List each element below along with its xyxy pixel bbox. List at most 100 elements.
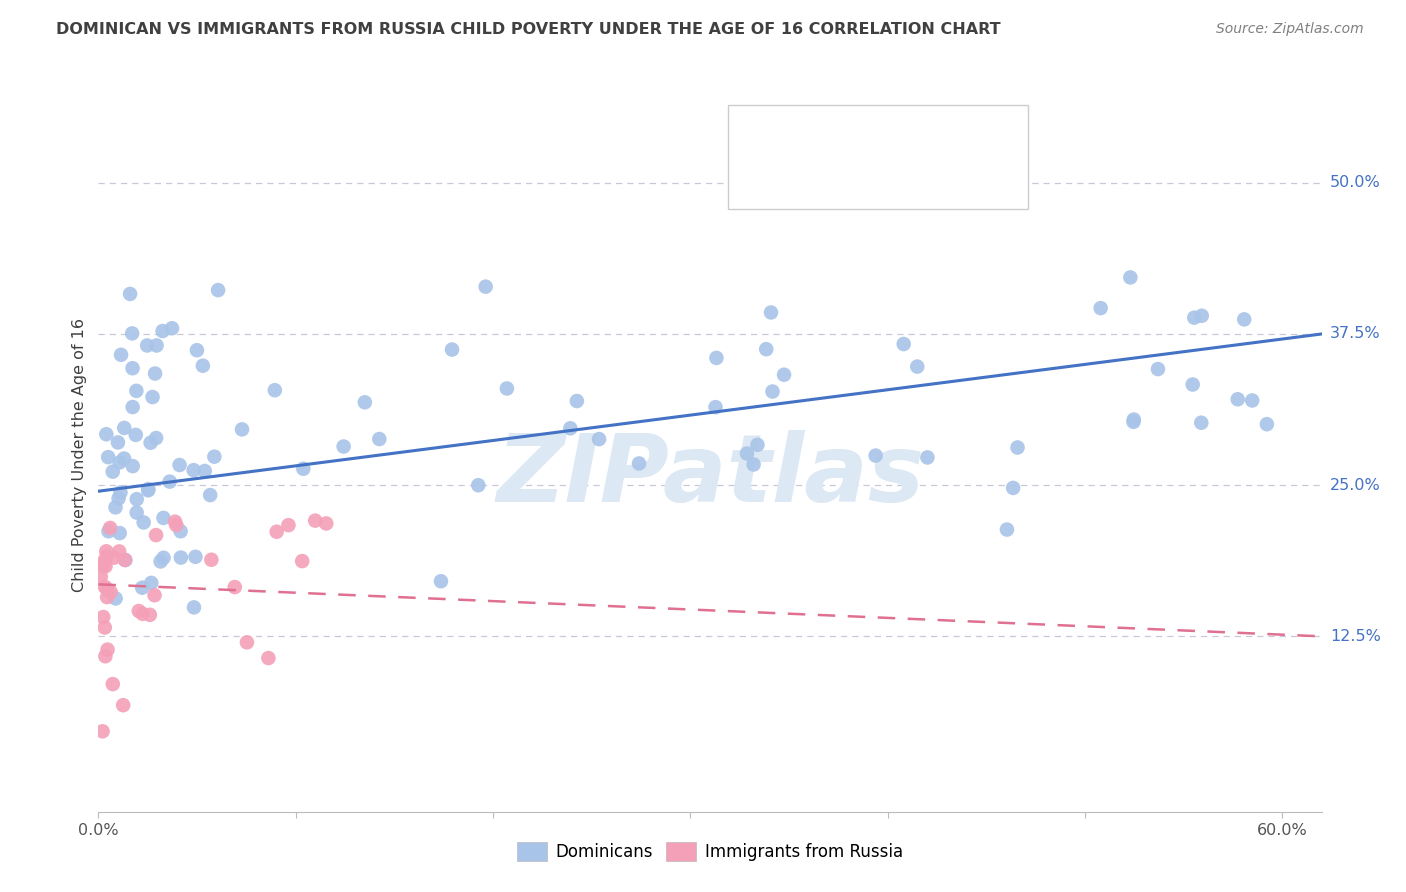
Point: [1189, 416, 1212, 430]
Point: [107, 435, 129, 450]
Point: [108, 455, 131, 469]
Point: [108, 526, 131, 541]
Point: [145, 431, 167, 445]
Point: [747, 438, 769, 452]
Point: [94, 620, 117, 634]
Point: [236, 635, 259, 649]
Point: [257, 651, 280, 665]
Point: [169, 524, 191, 539]
Point: [1256, 417, 1278, 432]
Point: [627, 457, 650, 471]
Point: [97, 524, 120, 539]
Point: [761, 384, 783, 399]
Point: [145, 338, 167, 352]
Point: [474, 279, 496, 293]
Point: [132, 516, 155, 530]
Point: [1233, 312, 1256, 326]
Text: 12.5%: 12.5%: [1330, 629, 1381, 644]
Point: [125, 384, 148, 398]
Point: [165, 518, 187, 533]
Point: [101, 677, 124, 691]
Point: [1191, 309, 1213, 323]
Point: [263, 383, 285, 397]
Point: [304, 514, 326, 528]
Point: [103, 550, 125, 565]
Point: [108, 544, 131, 558]
Text: 50.0%: 50.0%: [1330, 176, 1381, 190]
Point: [136, 482, 159, 496]
Point: [152, 324, 174, 338]
Point: [441, 343, 464, 357]
Point: [107, 491, 129, 506]
Point: [90, 569, 112, 583]
Point: [139, 435, 162, 450]
Point: [121, 361, 143, 376]
Point: [588, 432, 610, 446]
Point: [125, 492, 148, 507]
Point: [163, 515, 186, 529]
Point: [94, 559, 117, 574]
Point: [315, 516, 337, 531]
Point: [152, 511, 174, 525]
Point: [136, 483, 159, 498]
Point: [1122, 415, 1144, 429]
Point: [200, 553, 222, 567]
Point: [110, 348, 132, 362]
Text: 37.5%: 37.5%: [1330, 326, 1381, 342]
Point: [98, 521, 121, 535]
Point: [1181, 377, 1204, 392]
Point: [277, 518, 299, 533]
Point: [100, 585, 122, 599]
Point: [149, 554, 172, 568]
Point: [560, 421, 582, 435]
Point: [114, 553, 136, 567]
Point: [97, 642, 120, 657]
Point: [332, 440, 354, 454]
Y-axis label: Child Poverty Under the Age of 16: Child Poverty Under the Age of 16: [72, 318, 87, 592]
Point: [995, 523, 1018, 537]
Point: [159, 475, 181, 489]
Point: [143, 588, 166, 602]
Point: [1007, 441, 1029, 455]
Point: [96, 427, 118, 442]
Point: [184, 549, 207, 564]
Point: [143, 367, 166, 381]
Point: [125, 428, 148, 442]
Legend: Dominicans, Immigrants from Russia: Dominicans, Immigrants from Russia: [510, 835, 910, 868]
Point: [191, 359, 214, 373]
Point: [865, 449, 887, 463]
Point: [368, 432, 391, 446]
Point: [773, 368, 796, 382]
Point: [131, 607, 153, 621]
Point: [160, 321, 183, 335]
Point: [141, 390, 163, 404]
Point: [207, 283, 229, 297]
Point: [93, 558, 115, 573]
Point: [565, 394, 588, 409]
Point: [121, 400, 143, 414]
Point: [152, 550, 174, 565]
Point: [706, 351, 728, 365]
Point: [266, 524, 288, 539]
Point: [186, 343, 208, 358]
Point: [496, 381, 519, 395]
Point: [704, 400, 727, 414]
Point: [141, 575, 163, 590]
Point: [112, 451, 135, 466]
Point: [183, 600, 205, 615]
Point: [202, 450, 225, 464]
Point: [94, 649, 117, 664]
Point: [198, 488, 221, 502]
Point: [170, 550, 193, 565]
Point: [183, 463, 205, 477]
Point: [96, 549, 118, 564]
Point: [917, 450, 939, 465]
Point: [128, 604, 150, 618]
Point: [136, 338, 159, 352]
Point: [110, 485, 132, 500]
Point: [91, 724, 114, 739]
Point: [893, 337, 915, 351]
Point: [1226, 392, 1249, 407]
Point: [735, 446, 758, 460]
Point: [96, 590, 118, 604]
